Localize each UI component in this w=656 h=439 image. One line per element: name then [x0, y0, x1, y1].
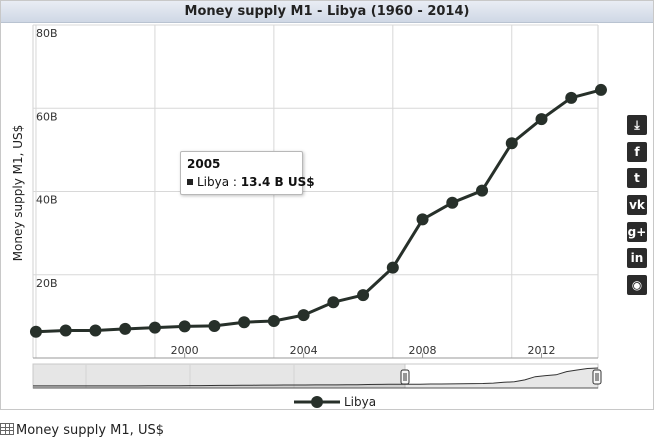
grid-layer: [32, 24, 599, 358]
data-point[interactable]: [148, 321, 161, 334]
range-navigator[interactable]: [32, 363, 602, 389]
y-tick-label: 20B: [36, 277, 58, 290]
y-tick-label: 60B: [36, 110, 58, 123]
series-layer[interactable]: [29, 83, 607, 338]
data-point[interactable]: [29, 325, 42, 338]
data-point[interactable]: [297, 309, 310, 322]
y-tick-label: 40B: [36, 194, 58, 207]
data-point[interactable]: [535, 113, 548, 126]
twitter-icon[interactable]: t: [627, 168, 647, 189]
data-point[interactable]: [476, 184, 489, 197]
chart-title: Money supply M1 - Libya (1960 - 2014): [1, 1, 653, 23]
data-point[interactable]: [89, 324, 102, 337]
data-point[interactable]: [59, 324, 72, 337]
x-tick-label: 2008: [409, 344, 437, 357]
table-icon: [0, 423, 14, 435]
tooltip-year: 2005: [187, 157, 221, 171]
series-line-libya: [35, 88, 602, 334]
data-point[interactable]: [267, 314, 280, 327]
navigator-series-line: [33, 367, 599, 387]
data-point[interactable]: [119, 322, 132, 335]
share-toolbar: ⤓ f t vk g+ in ◉: [627, 115, 649, 302]
data-table-link[interactable]: Money supply M1, US$: [0, 423, 164, 438]
x-tick-label: 2004: [290, 344, 318, 357]
google-plus-icon[interactable]: g+: [627, 221, 647, 242]
x-tick-label: 2000: [171, 344, 199, 357]
download-icon[interactable]: ⤓: [627, 115, 647, 135]
data-point[interactable]: [238, 316, 251, 329]
footer-label: Money supply M1, US$: [16, 423, 164, 438]
tooltip-row: Libya : 13.4 B US$: [187, 174, 315, 191]
vk-icon[interactable]: vk: [627, 195, 647, 216]
y-tick-label: 80B: [36, 27, 58, 40]
tooltip-value: 13.4 B US$: [240, 175, 315, 189]
legend-marker: [311, 396, 323, 408]
data-point[interactable]: [208, 319, 221, 332]
chart-frame: [0, 0, 654, 410]
data-point[interactable]: [357, 289, 370, 302]
tooltip-series: Libya: [197, 175, 230, 189]
data-point[interactable]: [416, 213, 429, 226]
x-tick-label: 2012: [528, 344, 556, 357]
data-point[interactable]: [565, 91, 578, 104]
axis-layer: 20B 40B 60B 80B 2000 2004 2008 2012: [33, 27, 598, 359]
data-point[interactable]: [446, 196, 459, 209]
legend-label[interactable]: Libya: [344, 395, 376, 409]
data-point[interactable]: [594, 83, 607, 96]
data-point[interactable]: [327, 296, 340, 309]
navigator-handle-left[interactable]: [400, 369, 410, 385]
linkedin-icon[interactable]: in: [627, 248, 647, 269]
y-axis-title: Money supply M1, US$: [11, 125, 25, 262]
data-point[interactable]: [386, 261, 399, 274]
data-point[interactable]: [178, 320, 191, 333]
facebook-icon[interactable]: f: [627, 141, 647, 162]
data-point[interactable]: [505, 137, 518, 150]
reddit-icon[interactable]: ◉: [627, 275, 647, 296]
tooltip-swatch: [187, 179, 193, 185]
tooltip: 2005 Libya : 13.4 B US$: [180, 151, 315, 195]
navigator-handle-right[interactable]: [592, 369, 602, 385]
legend[interactable]: Libya: [294, 395, 376, 409]
